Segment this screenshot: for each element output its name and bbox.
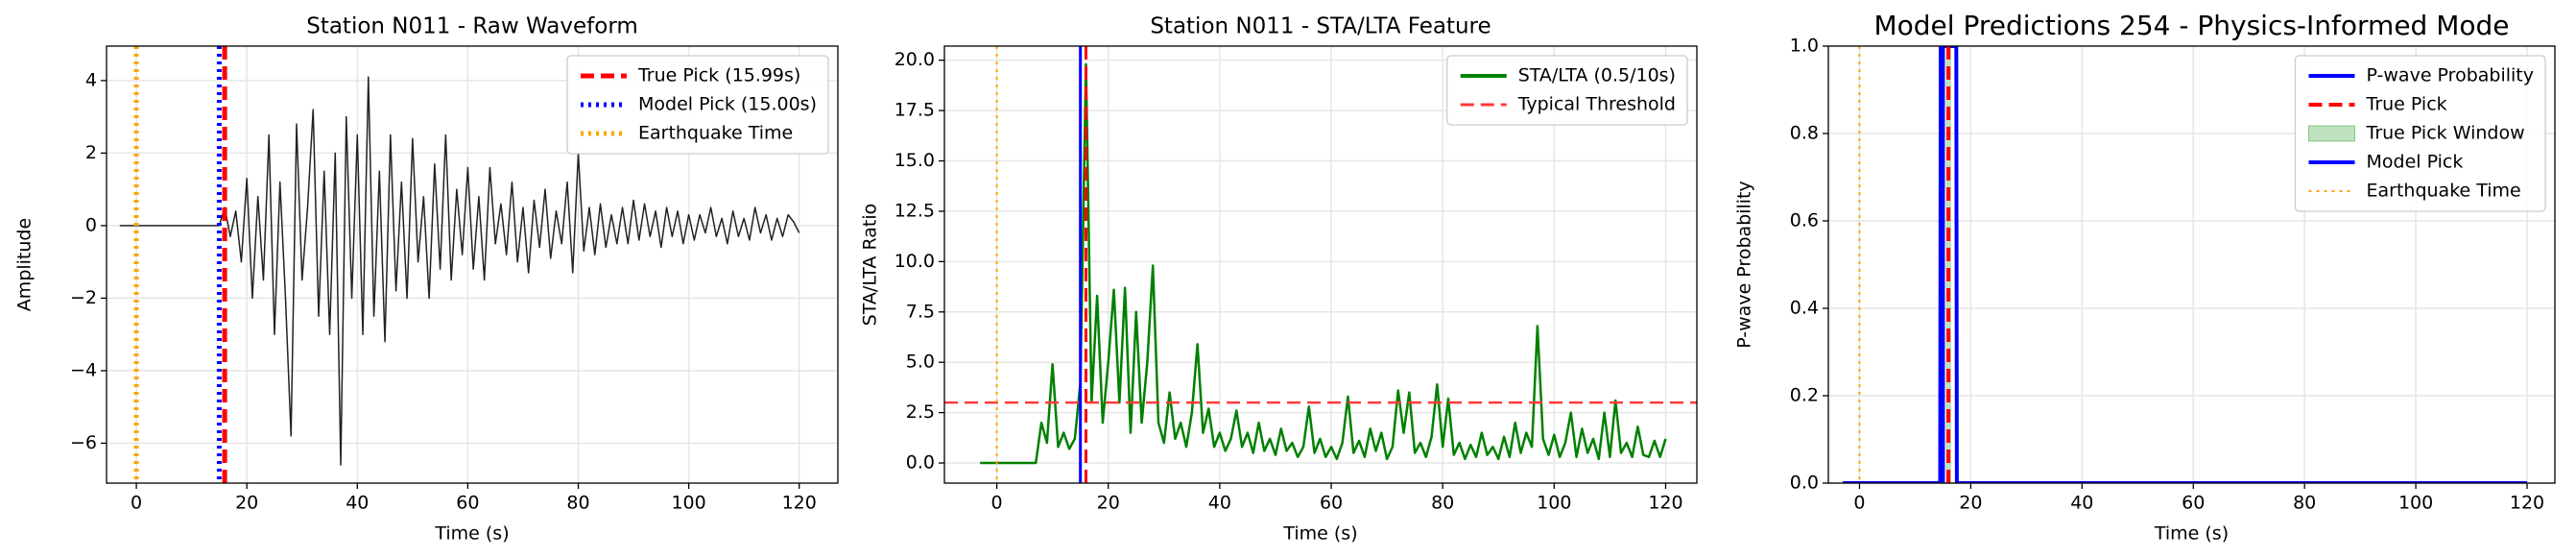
chart-title: Station N011 - Raw Waveform	[306, 14, 638, 39]
y-axis-label: Amplitude	[14, 218, 36, 311]
series-line	[980, 62, 1667, 465]
series-line	[119, 76, 800, 466]
x-tick-label: 0	[991, 493, 1003, 514]
y-tick-label: 12.5	[894, 200, 935, 221]
x-tick-label: 120	[1648, 493, 1682, 514]
x-tick-label: 60	[456, 493, 479, 514]
y-tick-label: 2.5	[906, 401, 935, 423]
plot-area	[119, 46, 800, 483]
x-tick-label: 0	[131, 493, 142, 514]
legend: P-wave Probability True Pick True Pick Win…	[2294, 55, 2546, 212]
y-tick-label: 0.6	[1790, 210, 1819, 231]
x-tick-label: 40	[346, 493, 369, 514]
y-tick-label: 17.5	[894, 100, 935, 121]
legend-label: True Pick	[2366, 94, 2447, 115]
y-tick-label: 4	[85, 69, 97, 90]
legend-label: Earthquake Time	[638, 123, 793, 144]
legend: True Pick (15.99s) Model Pick (15.00s) Ear…	[566, 55, 829, 155]
x-axis-label: Time (s)	[2154, 523, 2229, 545]
y-tick-label: 0.0	[1790, 473, 1819, 494]
legend-box	[566, 55, 829, 155]
x-tick-label: 0	[1853, 493, 1865, 514]
y-axis-label: STA/LTA Ratio	[860, 204, 881, 327]
y-tick-label: 1.0	[1790, 36, 1819, 57]
y-tick-label: −6	[70, 432, 97, 453]
legend: STA/LTA (0.5/10s) Typical Threshold	[1446, 55, 1688, 126]
axes-frame	[106, 45, 839, 484]
y-tick-label: 20.0	[894, 49, 935, 70]
legend-label: Earthquake Time	[2367, 181, 2521, 202]
x-tick-label: 100	[1537, 493, 1571, 514]
chart-title: Model Predictions 254 - Physics-Informed…	[1873, 10, 2509, 41]
legend-label: Model Pick	[2367, 152, 2464, 173]
legend-label: Typical Threshold	[1517, 94, 1676, 115]
legend-box	[2294, 55, 2546, 212]
chart-title: Station N011 - STA/LTA Feature	[1150, 14, 1491, 39]
plot-area	[1843, 46, 2528, 483]
x-tick-label: 100	[671, 493, 705, 514]
y-tick-label: 0.0	[906, 452, 935, 474]
x-tick-label: 120	[782, 493, 817, 514]
y-tick-label: 7.5	[906, 301, 935, 322]
legend-swatch	[2308, 125, 2355, 142]
legend-label: Model Pick (15.00s)	[638, 94, 817, 115]
subplot: 0 20 40 60 80 100 120 −6 −4 −2 0 2 4 Station N011 - R…	[14, 14, 839, 545]
x-tick-label: 80	[2293, 493, 2316, 514]
y-tick-label: 0.2	[1790, 385, 1819, 406]
subplot: 0 20 40 60 80 100 120 0.0 2.5 5.0 7.5 10.0 12.5 15.0 1…	[860, 14, 1698, 545]
y-tick-label: 15.0	[894, 150, 935, 171]
y-tick-label: −4	[70, 359, 97, 380]
subplot: 0 20 40 60 80 100 120 0.0 0.2 0.4 0.6 0.8 1.0 Model P…	[1734, 10, 2556, 545]
span	[1945, 46, 1952, 483]
legend-label: P-wave Probability	[2367, 65, 2535, 86]
x-tick-label: 40	[1208, 493, 1231, 514]
legend-label: True Pick Window	[2366, 123, 2525, 144]
y-tick-label: 2	[85, 142, 97, 163]
y-tick-label: 0	[85, 214, 97, 235]
x-tick-label: 100	[2398, 493, 2433, 514]
legend-label: True Pick (15.99s)	[637, 65, 800, 86]
axes-frame	[943, 45, 1698, 484]
x-axis-label: Time (s)	[434, 523, 509, 545]
axes-frame	[1827, 45, 2556, 484]
x-tick-label: 20	[1097, 493, 1120, 514]
y-tick-label: −2	[70, 287, 97, 308]
y-tick-label: 5.0	[906, 352, 935, 373]
y-tick-label: 0.8	[1790, 123, 1819, 144]
x-tick-label: 80	[566, 493, 589, 514]
y-tick-label: 10.0	[894, 251, 935, 272]
x-tick-label: 80	[1431, 493, 1454, 514]
x-tick-label: 60	[2182, 493, 2205, 514]
x-tick-label: 40	[2070, 493, 2093, 514]
legend-label: STA/LTA (0.5/10s)	[1518, 65, 1676, 86]
x-tick-label: 60	[1320, 493, 1343, 514]
x-tick-label: 20	[235, 493, 258, 514]
x-tick-label: 120	[2510, 493, 2544, 514]
x-tick-label: 20	[1959, 493, 1982, 514]
plot-area	[944, 46, 1697, 483]
x-axis-label: Time (s)	[1282, 523, 1357, 545]
y-axis-label: P-wave Probability	[1734, 181, 1755, 349]
y-tick-label: 0.4	[1790, 298, 1819, 319]
legend-box	[1446, 55, 1688, 126]
